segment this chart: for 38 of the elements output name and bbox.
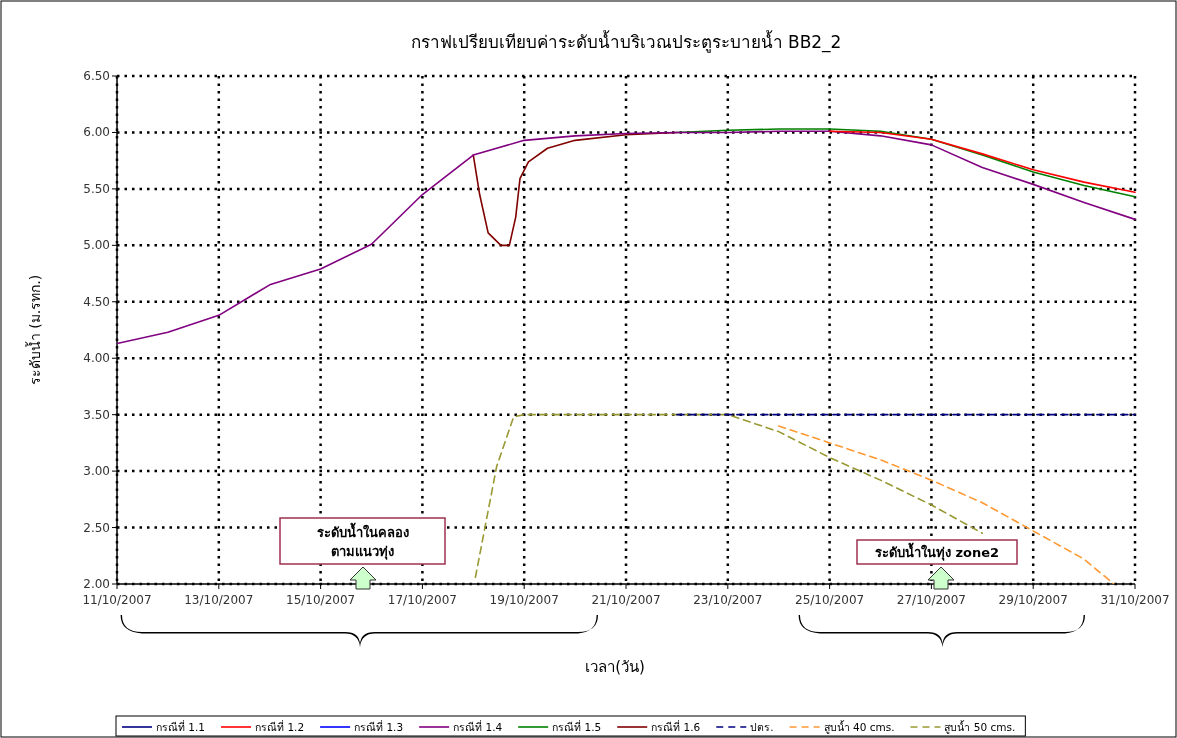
x-tick-label: 13/10/2007 (184, 593, 254, 607)
y-tick-label: 3.50 (83, 407, 110, 422)
y-tick-label: 4.00 (83, 351, 110, 366)
x-tick-label: 27/10/2007 (896, 593, 966, 607)
legend-label: กรณีที่ 1.3 (354, 720, 404, 733)
chart-title: กราฟเปรียบเทียบค่าระดับน้ำบริเวณประตูระบายน้ำ BB2_2 (410, 30, 842, 53)
y-tick-label: 5.00 (83, 238, 110, 253)
x-tick-label: 23/10/2007 (693, 593, 763, 607)
legend-label: ปตร. (750, 721, 774, 733)
legend-label: สูบน้ำ 50 cms. (944, 720, 1016, 734)
y-tick-label: 6.00 (83, 125, 110, 140)
y-tick-label: 6.50 (83, 69, 110, 83)
x-tick-label: 11/10/2007 (82, 593, 152, 607)
annotation: ระดับน้ำในคลอง ตามแนวทุ่ง (316, 522, 409, 560)
x-tick-label: 17/10/2007 (387, 593, 457, 607)
legend-label: กรณีที่ 1.6 (651, 720, 701, 733)
line-series (828, 130, 1136, 194)
line-series (777, 425, 1115, 584)
x-axis-title: เวลา(วัน) (585, 658, 645, 676)
annotation: ระดับน้ำในทุ่ง zone2 (874, 542, 1000, 561)
y-tick-label: 2.00 (83, 577, 110, 591)
y-tick-label: 5.50 (83, 181, 110, 196)
x-tick-label: 25/10/2007 (795, 593, 865, 607)
legend-label: สูบน้ำ 40 cms. (823, 720, 895, 734)
legend-label: กรณีที่ 1.2 (255, 720, 305, 733)
y-tick-label: 3.00 (83, 464, 110, 479)
x-tick-label: 21/10/2007 (591, 593, 661, 607)
legend-label: กรณีที่ 1.1 (156, 720, 206, 733)
y-axis-title: ระดับน้ำ (ม.รทก.) (25, 274, 43, 386)
y-tick-label: 2.50 (83, 520, 110, 535)
y-tick-label: 4.50 (83, 294, 110, 309)
legend-label: กรณีที่ 1.4 (453, 720, 503, 733)
x-tick-label: 29/10/2007 (998, 593, 1068, 607)
x-tick-label: 19/10/2007 (489, 593, 559, 607)
legend-label: กรณีที่ 1.5 (552, 720, 602, 733)
x-tick-label: 15/10/2007 (286, 593, 356, 607)
x-tick-label: 31/10/2007 (1100, 593, 1170, 607)
line-series (117, 130, 1136, 345)
